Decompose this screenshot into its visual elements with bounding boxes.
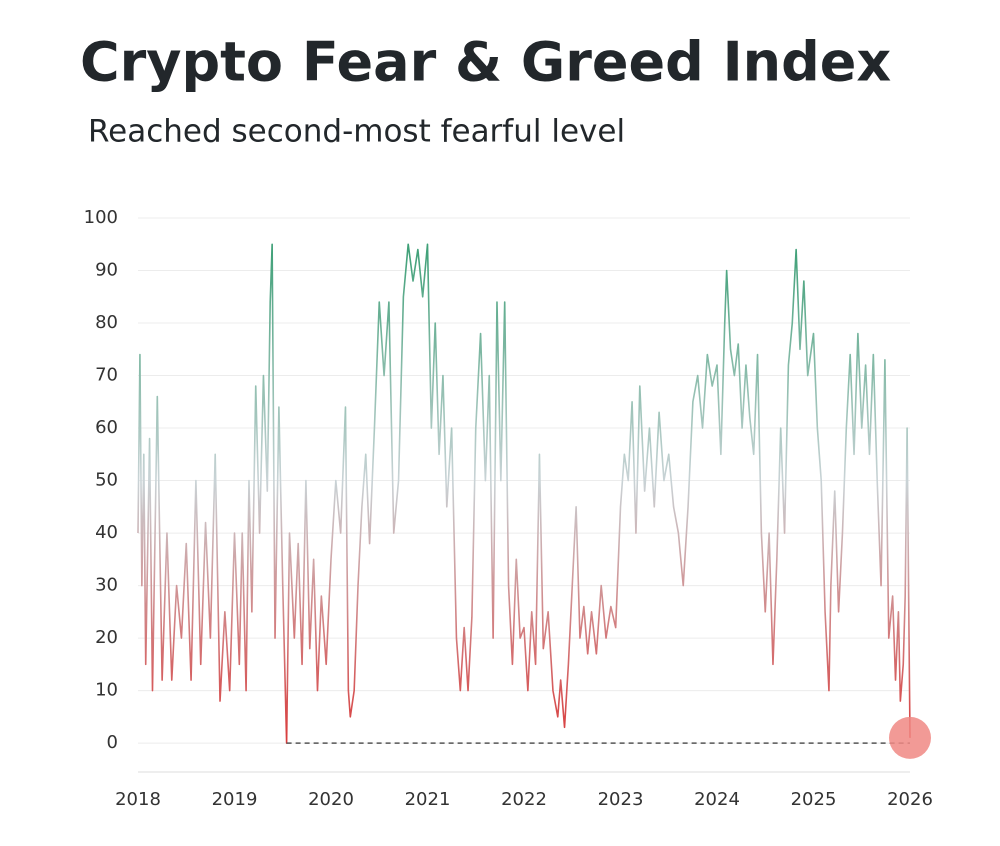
y-tick-label: 70 bbox=[95, 365, 118, 386]
x-tick-label: 2023 bbox=[598, 789, 644, 810]
y-tick-label: 50 bbox=[95, 470, 118, 491]
chart-subtitle: Reached second-most fearful level bbox=[88, 114, 625, 150]
y-tick-label: 80 bbox=[95, 312, 118, 333]
y-tick-label: 90 bbox=[95, 260, 118, 281]
y-tick-label: 20 bbox=[95, 627, 118, 648]
y-tick-label: 10 bbox=[95, 680, 118, 701]
chart-title: Crypto Fear & Greed Index bbox=[80, 31, 891, 94]
y-tick-label: 30 bbox=[95, 575, 118, 596]
x-tick-label: 2019 bbox=[212, 789, 258, 810]
x-tick-label: 2018 bbox=[115, 789, 161, 810]
x-tick-label: 2025 bbox=[791, 789, 837, 810]
index-line bbox=[137, 243, 911, 744]
y-tick-label: 40 bbox=[95, 522, 118, 543]
x-tick-label: 2020 bbox=[308, 789, 354, 810]
x-tick-label: 2021 bbox=[405, 789, 451, 810]
y-tick-label: 60 bbox=[95, 417, 118, 438]
x-tick-label: 2022 bbox=[501, 789, 547, 810]
x-tick-label: 2024 bbox=[694, 789, 740, 810]
x-tick-label: 2026 bbox=[887, 789, 933, 810]
y-tick-label: 100 bbox=[84, 207, 118, 228]
latest-point bbox=[889, 716, 931, 759]
y-tick-label: 0 bbox=[107, 732, 118, 753]
